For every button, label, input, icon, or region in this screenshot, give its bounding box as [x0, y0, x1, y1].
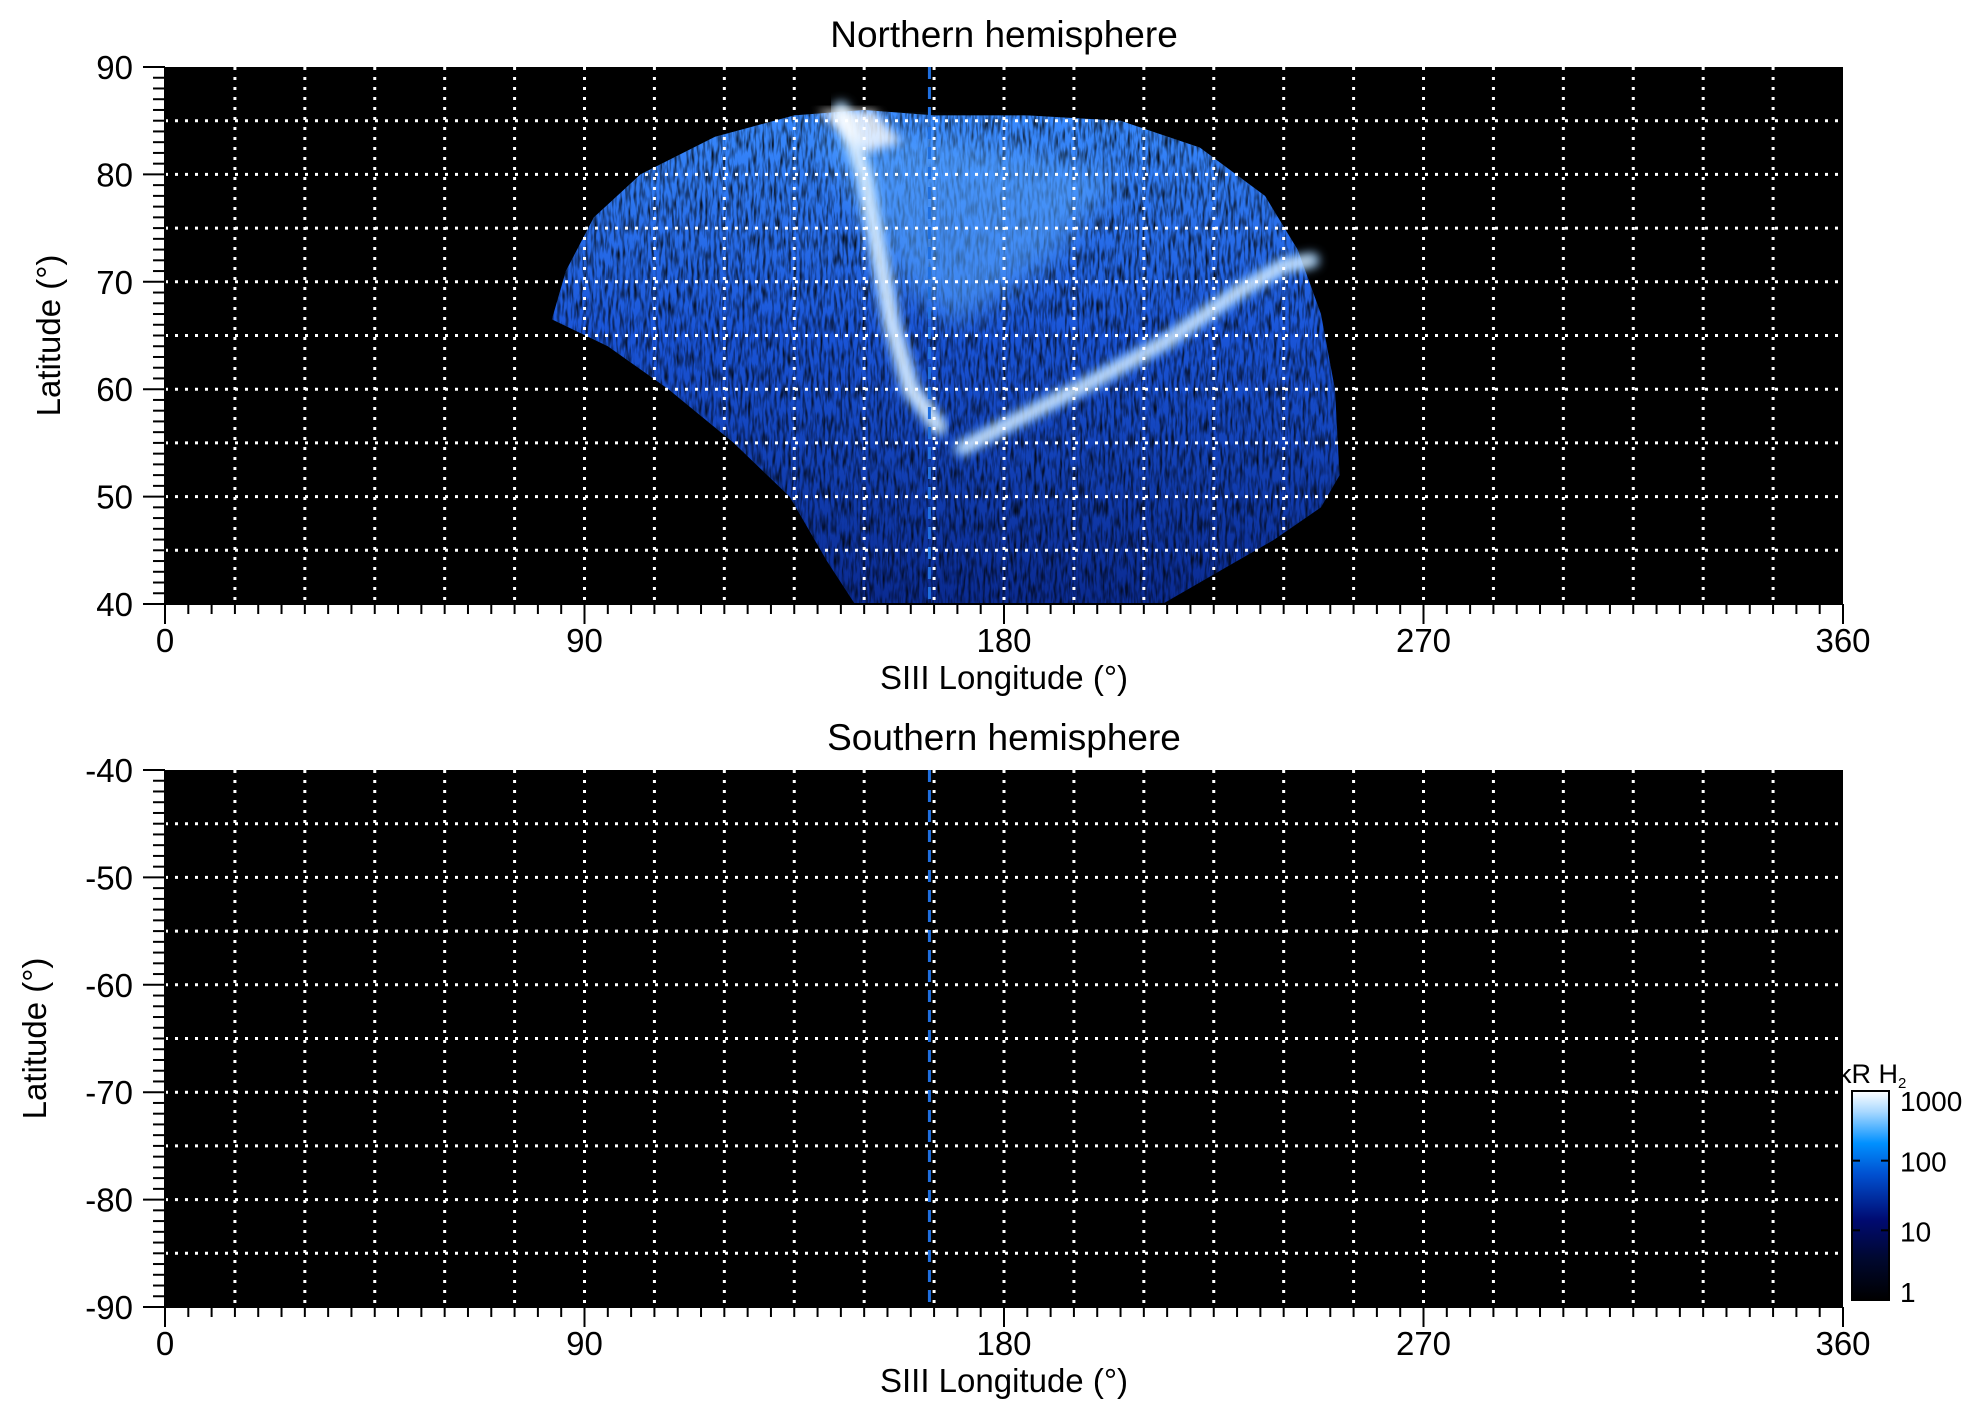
main-oval-arc [959, 257, 1315, 452]
x-tick-label: 180 [976, 622, 1031, 659]
aurora-emission [551, 100, 1340, 604]
southern-hemisphere-panel: 0 90 180 270 360 -40 -50 -60 -70 -80 -90 Southern h… [16, 717, 1871, 1399]
y-tick-label: -80 [85, 1182, 133, 1219]
y-tick-label: -90 [85, 1289, 133, 1326]
x-tick-label: 90 [566, 1325, 603, 1362]
colorbar: kR H2 1000 100 10 1 [1838, 1059, 1962, 1308]
y-tick-label: 50 [96, 479, 133, 516]
x-tick-label: 0 [156, 622, 174, 659]
x-tick-label: 0 [156, 1325, 174, 1362]
x-tick-label: 90 [566, 622, 603, 659]
colorbar-label: kR H2 [1838, 1059, 1906, 1092]
x-tick-label: 270 [1396, 622, 1451, 659]
colorbar-gradient [1851, 1090, 1890, 1301]
y-tick-label: 70 [96, 264, 133, 301]
northern-hemisphere-panel: 0 90 180 270 360 40 50 60 70 80 90 Northern hemisph… [30, 14, 1871, 696]
emission-texture [551, 109, 1340, 604]
bright-spot [817, 109, 902, 153]
colorbar-tick-label: 10 [1900, 1216, 1931, 1247]
colorbar-tick-label: 1000 [1900, 1086, 1962, 1117]
y-tick-label: -60 [85, 967, 133, 1004]
main-oval-arc [837, 106, 943, 431]
x-axis-label: SIII Longitude (°) [880, 1362, 1128, 1399]
x-tick-label: 270 [1396, 1325, 1451, 1362]
y-tick-label: 40 [96, 586, 133, 623]
y-tick-label: 80 [96, 156, 133, 193]
colorbar-tick-label: 100 [1900, 1147, 1947, 1178]
y-tick-label: -70 [85, 1074, 133, 1111]
x-tick-label: 360 [1815, 622, 1870, 659]
panel-title: Southern hemisphere [827, 717, 1181, 758]
y-axis-label: Latitude (°) [16, 958, 53, 1120]
plot-area [165, 770, 1843, 1307]
x-tick-label: 360 [1815, 1325, 1870, 1362]
y-axis-label: Latitude (°) [30, 255, 67, 417]
y-tick-label: 90 [96, 49, 133, 86]
x-tick-label: 180 [976, 1325, 1031, 1362]
y-tick-label: 60 [96, 371, 133, 408]
y-tick-label: -40 [85, 752, 133, 789]
colorbar-tick-label: 1 [1900, 1277, 1916, 1308]
panel-title: Northern hemisphere [830, 14, 1178, 55]
y-tick-label: -50 [85, 859, 133, 896]
x-axis-label: SIII Longitude (°) [880, 659, 1128, 696]
polar-glow [817, 131, 1121, 325]
